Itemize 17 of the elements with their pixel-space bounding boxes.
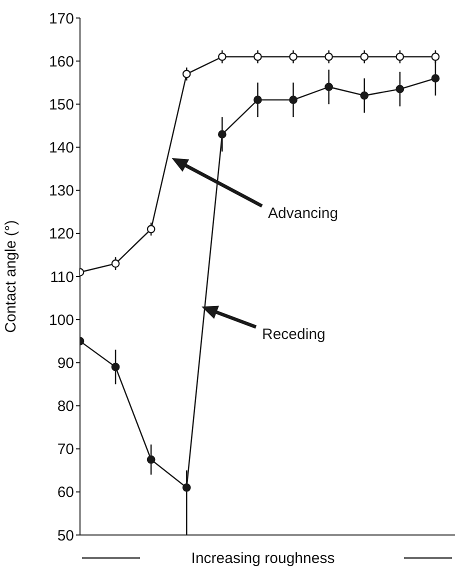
y-tick-label: 60 bbox=[57, 484, 74, 502]
y-tick-label: 50 bbox=[57, 527, 74, 544]
annotation: Advancing bbox=[268, 205, 338, 222]
x-axis-title: Increasing roughness bbox=[191, 550, 335, 567]
y-tick-label: 120 bbox=[48, 226, 74, 243]
y-tick-label: 100 bbox=[48, 312, 74, 329]
y-tick-label: 170 bbox=[48, 10, 74, 28]
y-tick-label: 130 bbox=[48, 182, 74, 200]
y-tick-label: 90 bbox=[57, 354, 74, 372]
y-axis-title: Contact angle (°) bbox=[2, 220, 20, 333]
annotation: Receding bbox=[262, 326, 326, 343]
y-tick-label: 110 bbox=[50, 268, 74, 286]
y-tick-label: 140 bbox=[48, 140, 74, 157]
y-tick-label: 80 bbox=[57, 398, 74, 416]
y-tick-label: 160 bbox=[48, 53, 74, 70]
y-tick-label: 150 bbox=[48, 96, 74, 114]
y-tick-label: 70 bbox=[57, 441, 74, 458]
